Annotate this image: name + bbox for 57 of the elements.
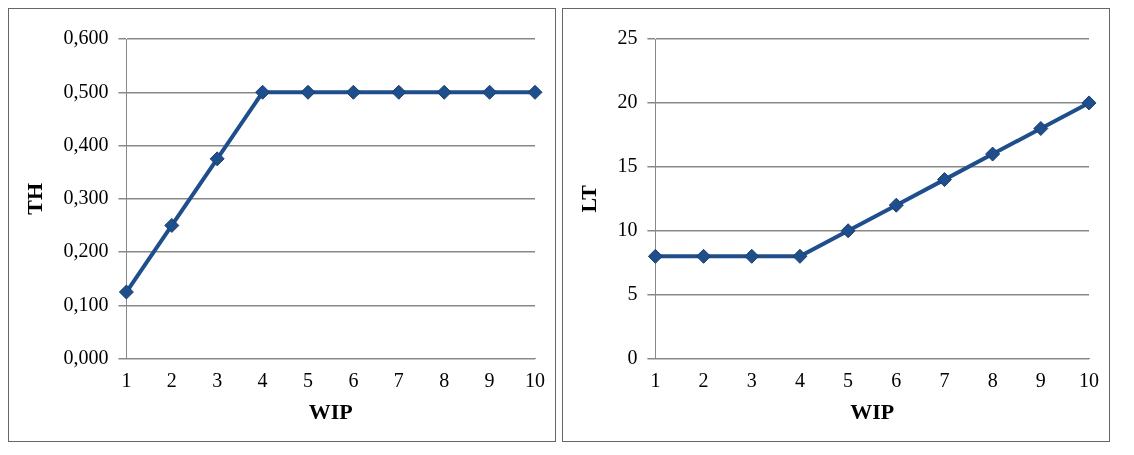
point	[888, 197, 904, 213]
x-tick-label: 5	[303, 368, 313, 391]
point	[209, 151, 225, 167]
x-tick-label: 2	[698, 368, 709, 391]
y-tick-label: 0,000	[63, 345, 109, 368]
y-tick-label: 25	[617, 26, 638, 49]
x-tick-label: 8	[987, 368, 998, 391]
x-tick-label: 6	[348, 368, 359, 391]
y-axis-title: LT	[575, 184, 601, 213]
y-tick-label: 10	[617, 218, 638, 241]
x-tick-label: 7	[393, 368, 404, 391]
point	[936, 172, 952, 188]
x-tick-label: 6	[891, 368, 902, 391]
point	[1081, 95, 1097, 111]
point	[345, 84, 361, 100]
x-axis-title: WIP	[308, 399, 353, 425]
x-tick-label: 9	[1035, 368, 1046, 391]
x-tick-label: 7	[939, 368, 950, 391]
y-tick-label: 0,300	[63, 186, 109, 209]
y-axis-title: TH	[21, 182, 47, 215]
point	[255, 84, 271, 100]
y-tick-label: 0,200	[63, 239, 109, 262]
x-tick-label: 3	[212, 368, 223, 391]
x-tick-label: 1	[121, 368, 132, 391]
point	[792, 248, 808, 264]
y-tick-label: 0,100	[63, 292, 109, 315]
point	[300, 84, 316, 100]
y-tick-label: 0,500	[63, 79, 109, 102]
point	[840, 223, 856, 239]
x-tick-label: 4	[794, 368, 805, 391]
x-tick-label: 3	[746, 368, 757, 391]
point	[118, 284, 134, 300]
point	[527, 84, 543, 100]
point	[391, 84, 407, 100]
y-tick-label: 20	[617, 90, 638, 113]
point	[744, 248, 760, 264]
y-tick-label: 5	[627, 281, 638, 304]
x-tick-label: 10	[1079, 368, 1099, 391]
point	[696, 248, 712, 264]
y-tick-label: 0,400	[63, 132, 109, 155]
point	[482, 84, 498, 100]
point	[647, 248, 663, 264]
x-tick-label: 10	[525, 368, 545, 391]
point	[1033, 120, 1049, 136]
y-tick-label: 15	[617, 154, 638, 177]
x-tick-label: 9	[484, 368, 495, 391]
x-tick-label: 8	[439, 368, 450, 391]
point	[436, 84, 452, 100]
point	[164, 217, 180, 233]
y-tick-label: 0,600	[63, 26, 109, 49]
x-tick-label: 5	[843, 368, 854, 391]
point	[985, 146, 1001, 162]
x-tick-label: 4	[257, 368, 268, 391]
x-tick-label: 2	[166, 368, 177, 391]
x-tick-label: 1	[650, 368, 661, 391]
y-tick-label: 0	[627, 345, 638, 368]
x-axis-title: WIP	[850, 399, 895, 425]
